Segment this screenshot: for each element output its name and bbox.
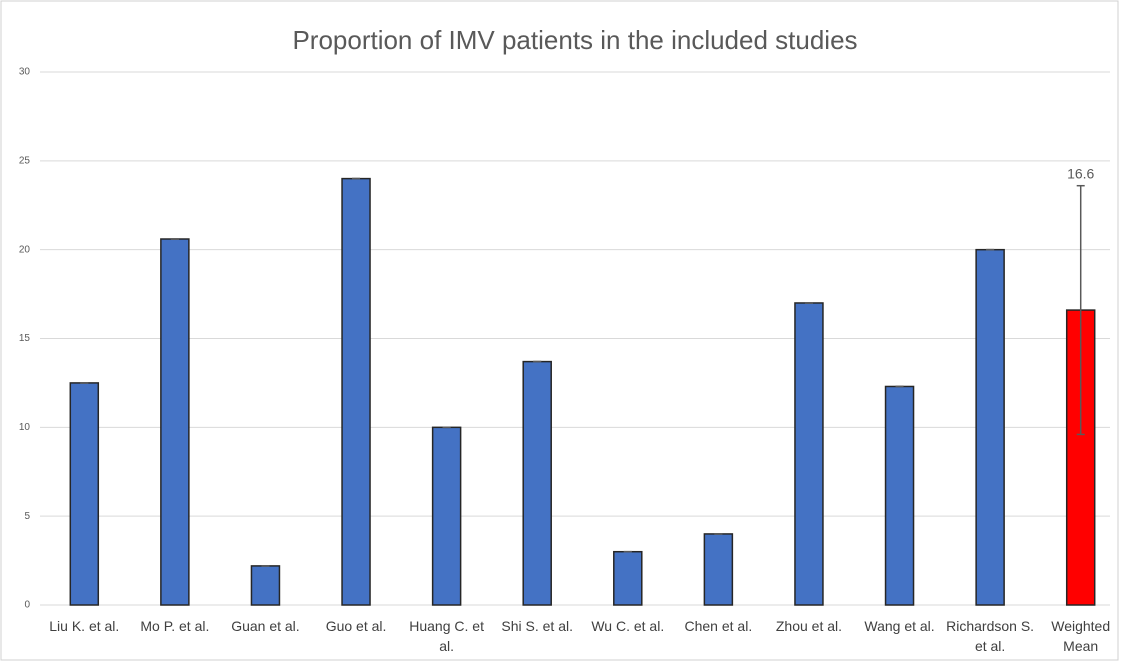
bar: [522, 360, 552, 606]
bar: [250, 565, 281, 606]
x-tick-label: Weighted Mean: [1051, 618, 1111, 654]
y-tick-label: 20: [19, 244, 31, 255]
y-tick-label: 25: [19, 155, 31, 166]
y-tick-label: 5: [24, 511, 30, 522]
data-label: 16.6: [1067, 165, 1094, 181]
y-tick-label: 30: [19, 67, 31, 78]
y-tick-label: 10: [19, 422, 31, 433]
x-tick-label: Zhou et al.: [775, 618, 843, 634]
bar: [69, 382, 100, 606]
x-tick-label: Wu C. et al.: [591, 618, 665, 634]
bar: [703, 533, 734, 606]
x-tick-label: Chen et al.: [684, 618, 753, 634]
y-tick-label: 15: [19, 333, 31, 344]
x-tick-label: Shi S. et al.: [501, 618, 573, 634]
y-tick-label: 0: [24, 600, 30, 611]
bar: [431, 426, 462, 606]
x-tick-label: Guo et al.: [325, 618, 387, 634]
x-tick-label: Wang et al.: [864, 618, 935, 634]
x-tick-label: Huang C. et al.: [409, 618, 484, 654]
chart-title: Proportion of IMV patients in the includ…: [292, 25, 857, 55]
x-tick-label: Mo P. et al.: [140, 618, 210, 634]
bar: [613, 550, 643, 606]
bar: [975, 248, 1005, 606]
x-tick-label: Richardson S. et al.: [946, 618, 1035, 654]
error-bar: [1076, 184, 1085, 436]
bar: [160, 238, 190, 606]
bar: [794, 302, 824, 606]
x-tick-label: Guan et al.: [231, 618, 300, 634]
x-tick-label: Liu K. et al.: [49, 618, 120, 634]
bar: [884, 385, 915, 606]
bar: [341, 177, 371, 606]
